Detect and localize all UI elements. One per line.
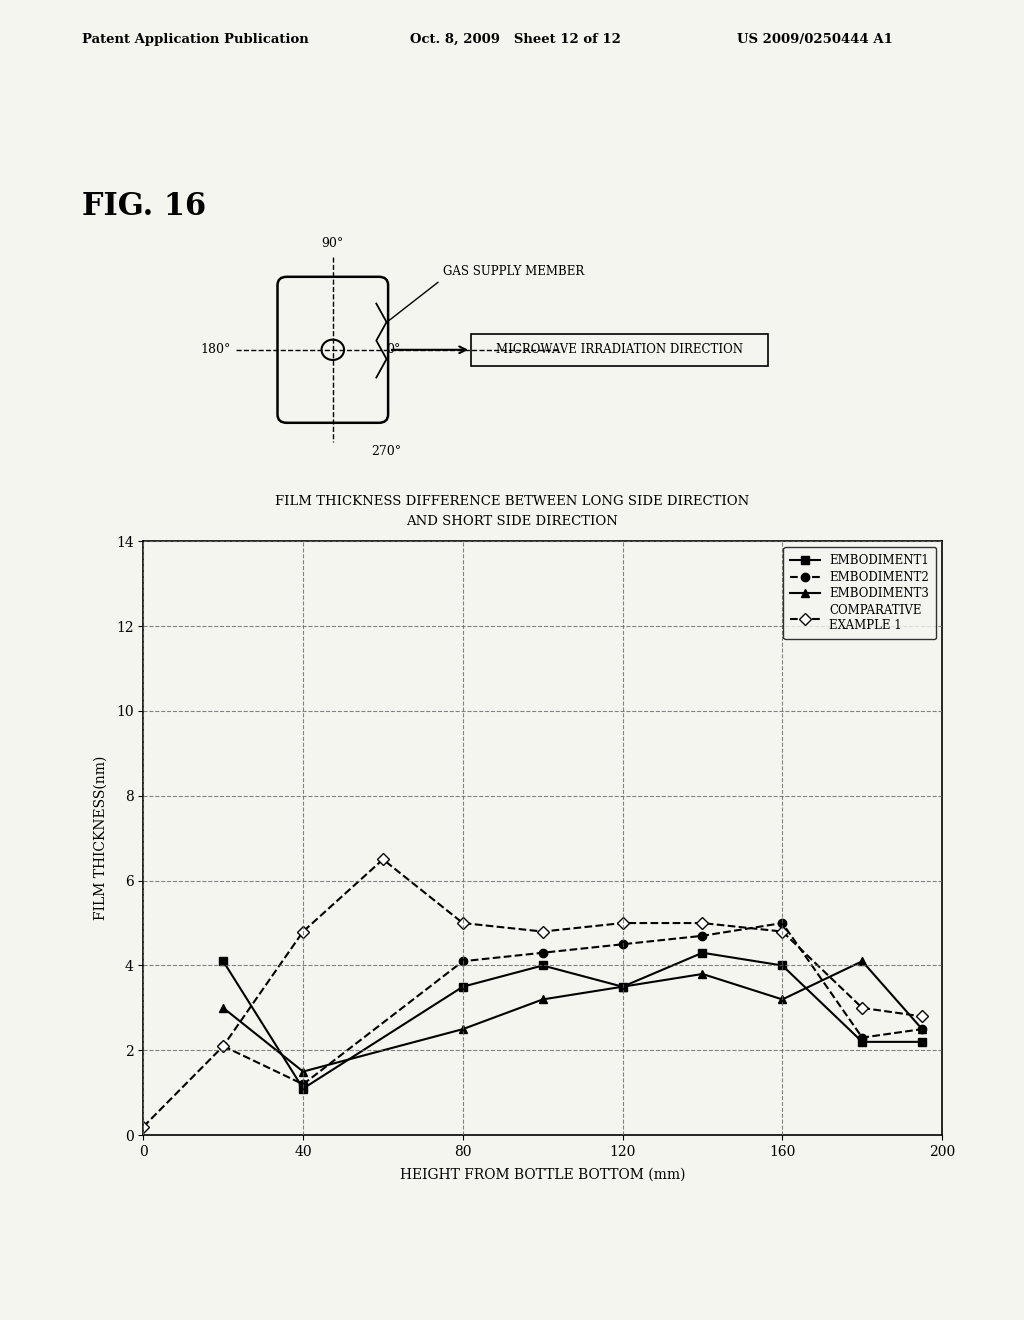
EMBODIMENT3 xyxy=(916,1022,929,1038)
EMBODIMENT2 xyxy=(217,1038,229,1053)
COMPARATIVE
EXAMPLE 1 xyxy=(776,924,788,940)
COMPARATIVE
EXAMPLE 1 xyxy=(856,1001,868,1016)
EMBODIMENT1 xyxy=(616,979,629,995)
Text: AND SHORT SIDE DIRECTION: AND SHORT SIDE DIRECTION xyxy=(407,515,617,528)
Y-axis label: FILM THICKNESS(nm): FILM THICKNESS(nm) xyxy=(93,756,108,920)
EMBODIMENT1 xyxy=(696,945,709,961)
EMBODIMENT2 xyxy=(776,915,788,931)
EMBODIMENT2 xyxy=(537,945,549,961)
COMPARATIVE
EXAMPLE 1 xyxy=(696,915,709,931)
EMBODIMENT3 xyxy=(457,1022,469,1038)
EMBODIMENT2 xyxy=(297,1076,309,1092)
EMBODIMENT1 xyxy=(776,957,788,973)
FancyBboxPatch shape xyxy=(278,277,388,422)
Line: COMPARATIVE
EXAMPLE 1: COMPARATIVE EXAMPLE 1 xyxy=(139,855,927,1131)
EMBODIMENT2 xyxy=(616,936,629,952)
EMBODIMENT2 xyxy=(916,1022,929,1038)
EMBODIMENT1 xyxy=(537,957,549,973)
Text: FIG. 16: FIG. 16 xyxy=(82,191,206,222)
Text: 180°: 180° xyxy=(200,343,230,356)
EMBODIMENT3 xyxy=(856,953,868,969)
EMBODIMENT1 xyxy=(217,953,229,969)
EMBODIMENT2 xyxy=(856,1030,868,1045)
COMPARATIVE
EXAMPLE 1 xyxy=(137,1119,150,1135)
Text: FILM THICKNESS DIFFERENCE BETWEEN LONG SIDE DIRECTION: FILM THICKNESS DIFFERENCE BETWEEN LONG S… xyxy=(274,495,750,508)
EMBODIMENT1 xyxy=(297,1081,309,1097)
Line: EMBODIMENT3: EMBODIMENT3 xyxy=(219,957,927,1076)
Text: MICROWAVE IRRADIATION DIRECTION: MICROWAVE IRRADIATION DIRECTION xyxy=(496,343,743,356)
COMPARATIVE
EXAMPLE 1 xyxy=(457,915,469,931)
Text: Oct. 8, 2009   Sheet 12 of 12: Oct. 8, 2009 Sheet 12 of 12 xyxy=(410,33,621,46)
Text: Patent Application Publication: Patent Application Publication xyxy=(82,33,308,46)
X-axis label: HEIGHT FROM BOTTLE BOTTOM (mm): HEIGHT FROM BOTTLE BOTTOM (mm) xyxy=(400,1167,685,1181)
EMBODIMENT3 xyxy=(217,1001,229,1016)
Text: 0°: 0° xyxy=(387,343,401,356)
Line: EMBODIMENT2: EMBODIMENT2 xyxy=(219,919,927,1089)
Text: GAS SUPPLY MEMBER: GAS SUPPLY MEMBER xyxy=(442,265,584,279)
COMPARATIVE
EXAMPLE 1 xyxy=(916,1008,929,1024)
COMPARATIVE
EXAMPLE 1 xyxy=(377,851,389,867)
EMBODIMENT1 xyxy=(856,1034,868,1049)
Text: US 2009/0250444 A1: US 2009/0250444 A1 xyxy=(737,33,893,46)
EMBODIMENT1 xyxy=(457,979,469,995)
EMBODIMENT2 xyxy=(457,953,469,969)
Line: EMBODIMENT1: EMBODIMENT1 xyxy=(219,949,927,1093)
Legend: EMBODIMENT1, EMBODIMENT2, EMBODIMENT3, COMPARATIVE
EXAMPLE 1: EMBODIMENT1, EMBODIMENT2, EMBODIMENT3, C… xyxy=(783,546,936,639)
EMBODIMENT3 xyxy=(776,991,788,1007)
EMBODIMENT3 xyxy=(696,966,709,982)
EMBODIMENT3 xyxy=(616,979,629,995)
EMBODIMENT2 xyxy=(696,928,709,944)
Text: 270°: 270° xyxy=(372,445,401,458)
COMPARATIVE
EXAMPLE 1 xyxy=(297,924,309,940)
EMBODIMENT1 xyxy=(916,1034,929,1049)
Text: 90°: 90° xyxy=(322,238,344,251)
COMPARATIVE
EXAMPLE 1 xyxy=(537,924,549,940)
COMPARATIVE
EXAMPLE 1 xyxy=(616,915,629,931)
EMBODIMENT3 xyxy=(297,1064,309,1080)
EMBODIMENT3 xyxy=(537,991,549,1007)
FancyBboxPatch shape xyxy=(471,334,768,366)
COMPARATIVE
EXAMPLE 1 xyxy=(217,1038,229,1053)
